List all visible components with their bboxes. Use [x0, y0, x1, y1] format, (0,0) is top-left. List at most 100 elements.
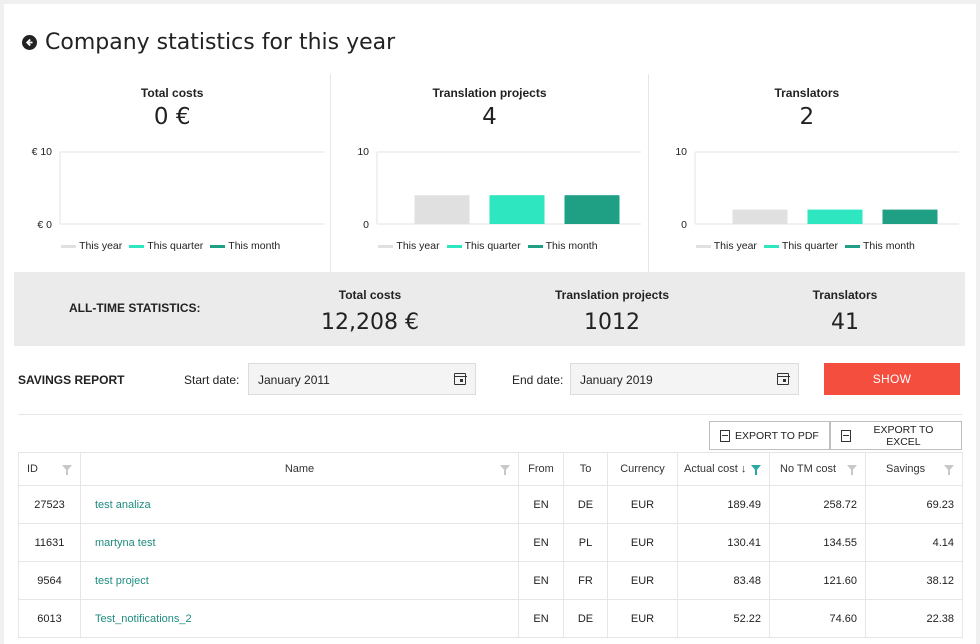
filter-icon[interactable]: [944, 465, 954, 475]
legend-swatch: [378, 244, 394, 248]
filter-icon[interactable]: [62, 465, 72, 475]
stat-label: Total costs: [338, 288, 402, 302]
end-date-value: January 2019: [580, 373, 653, 387]
card-translation-projects: Translation projects 4 10 0 This year Thi…: [331, 74, 649, 272]
column-header-label: ID: [27, 463, 38, 475]
legend-swatch: [129, 244, 145, 248]
legend-swatch: [527, 244, 543, 248]
stat-label: Translation projects: [554, 288, 670, 302]
cell-savings: 4.14: [865, 523, 963, 562]
table-row[interactable]: 27523 test analiza EN DE EUR 189.49 258.…: [18, 485, 963, 524]
chart-translators: 10 0: [675, 146, 959, 231]
export-bar: EXPORT TO PDF EXPORT TO EXCEL: [18, 414, 962, 452]
end-date-input[interactable]: January 2019: [570, 363, 799, 395]
column-header-label: Savings: [886, 463, 926, 475]
column-header-name[interactable]: Name: [80, 452, 519, 486]
page-title: Company statistics for this year: [45, 30, 396, 55]
column-header-from[interactable]: From: [518, 452, 564, 486]
column-header-no-tm-cost[interactable]: No TM cost: [769, 452, 866, 486]
legend-swatch: [210, 244, 226, 248]
legend-swatch: [61, 244, 77, 248]
legend-item-year: This year: [378, 240, 440, 252]
filter-icon[interactable]: [847, 465, 857, 475]
filter-icon[interactable]: [500, 465, 510, 475]
cell-id: 11631: [18, 523, 81, 562]
cell-actual-cost: 52.22: [677, 599, 770, 638]
legend-item-quarter: This quarter: [763, 240, 838, 252]
page: Company statistics for this year Total c…: [4, 4, 976, 644]
export-pdf-label: EXPORT TO PDF: [735, 429, 819, 442]
start-date-label: Start date:: [184, 373, 240, 387]
export-excel-button[interactable]: EXPORT TO EXCEL: [830, 421, 962, 450]
legend-swatch: [695, 244, 711, 248]
column-header-id[interactable]: ID: [18, 452, 81, 486]
cell-id: 9564: [18, 561, 81, 600]
legend-label: This month: [545, 240, 598, 252]
alltime-label: ALL-TIME STATISTICS:: [69, 301, 201, 315]
cell-name-link[interactable]: test project: [80, 561, 519, 600]
legend-label: This year: [713, 240, 757, 252]
card-title: Translators: [774, 86, 840, 100]
y-tick-label: 10: [675, 146, 687, 158]
cell-currency: EUR: [607, 561, 678, 600]
legend-item-year: This year: [61, 240, 122, 252]
excel-icon: [841, 429, 851, 442]
table-row[interactable]: 6013 Test_notifications_2 EN DE EUR 52.2…: [18, 599, 963, 638]
show-button[interactable]: SHOW: [824, 363, 960, 395]
column-header-currency[interactable]: Currency: [607, 452, 678, 486]
column-header-label: From: [528, 463, 554, 475]
cell-savings: 22.38: [865, 599, 963, 638]
cell-name-link[interactable]: martyna test: [80, 523, 519, 562]
table-row[interactable]: 11631 martyna test EN PL EUR 130.41 134.…: [18, 523, 963, 562]
y-tick-label: € 10: [32, 146, 53, 158]
cell-to: FR: [563, 561, 608, 600]
calendar-icon[interactable]: [776, 373, 790, 385]
bar: [414, 195, 470, 224]
legend-label: This quarter: [147, 240, 204, 252]
column-header-actual-cost[interactable]: Actual cost ↓: [677, 452, 770, 486]
end-date-label: End date:: [512, 373, 564, 387]
cell-name-link[interactable]: Test_notifications_2: [80, 599, 519, 638]
calendar-icon[interactable]: [453, 373, 467, 385]
table-row[interactable]: 9564 test project EN FR EUR 83.48 121.60…: [18, 561, 963, 600]
stat-value: 12,208 €: [321, 310, 419, 335]
column-header-savings[interactable]: Savings: [865, 452, 963, 486]
column-header-to[interactable]: To: [563, 452, 608, 486]
start-date-input[interactable]: January 2011: [248, 363, 476, 395]
cell-id: 27523: [18, 485, 81, 524]
stat-cards: Total costs 0 € € 10 € 0 This year This q…: [14, 74, 965, 272]
legend-item-month: This month: [210, 240, 280, 252]
card-value: 2: [799, 104, 815, 130]
alltime-translation-projects: Translation projects 1012: [532, 288, 692, 335]
cell-no-tm-cost: 74.60: [769, 599, 866, 638]
y-tick-label: 10: [358, 146, 370, 158]
legend-label: This quarter: [781, 240, 838, 252]
card-title: Total costs: [140, 86, 204, 100]
alltime-statistics: ALL-TIME STATISTICS: Total costs 12,208 …: [14, 272, 965, 346]
alltime-translators: Translators 41: [785, 288, 905, 335]
cell-no-tm-cost: 258.72: [769, 485, 866, 524]
filter-icon[interactable]: [751, 465, 761, 475]
cell-from: EN: [518, 523, 564, 562]
stat-label: Translators: [812, 288, 878, 302]
pdf-icon: [720, 429, 730, 442]
column-header-label: Currency: [620, 463, 665, 475]
chart-translation-projects: 10 0: [358, 146, 642, 231]
cell-no-tm-cost: 134.55: [769, 523, 866, 562]
card-value: 0 €: [153, 104, 191, 130]
chart-total-costs: € 10 € 0: [32, 146, 324, 231]
cell-to: DE: [563, 599, 608, 638]
legend-label: This month: [228, 240, 281, 252]
stat-value: 41: [831, 310, 859, 335]
savings-report-controls: SAVINGS REPORT Start date: January 2011 …: [18, 363, 968, 397]
card-translators: Translators 2 10 0 This year This quarter…: [649, 74, 965, 272]
legend-swatch: [763, 244, 779, 248]
legend-swatch: [446, 244, 462, 248]
cell-name-link[interactable]: test analiza: [80, 485, 519, 524]
column-header-label: No TM cost: [780, 463, 837, 475]
column-header-label: Actual cost ↓: [684, 463, 747, 475]
legend-item-month: This month: [844, 240, 915, 252]
export-pdf-button[interactable]: EXPORT TO PDF: [709, 421, 830, 450]
y-tick-label: 0: [363, 219, 369, 231]
back-arrow-icon[interactable]: [22, 35, 37, 50]
